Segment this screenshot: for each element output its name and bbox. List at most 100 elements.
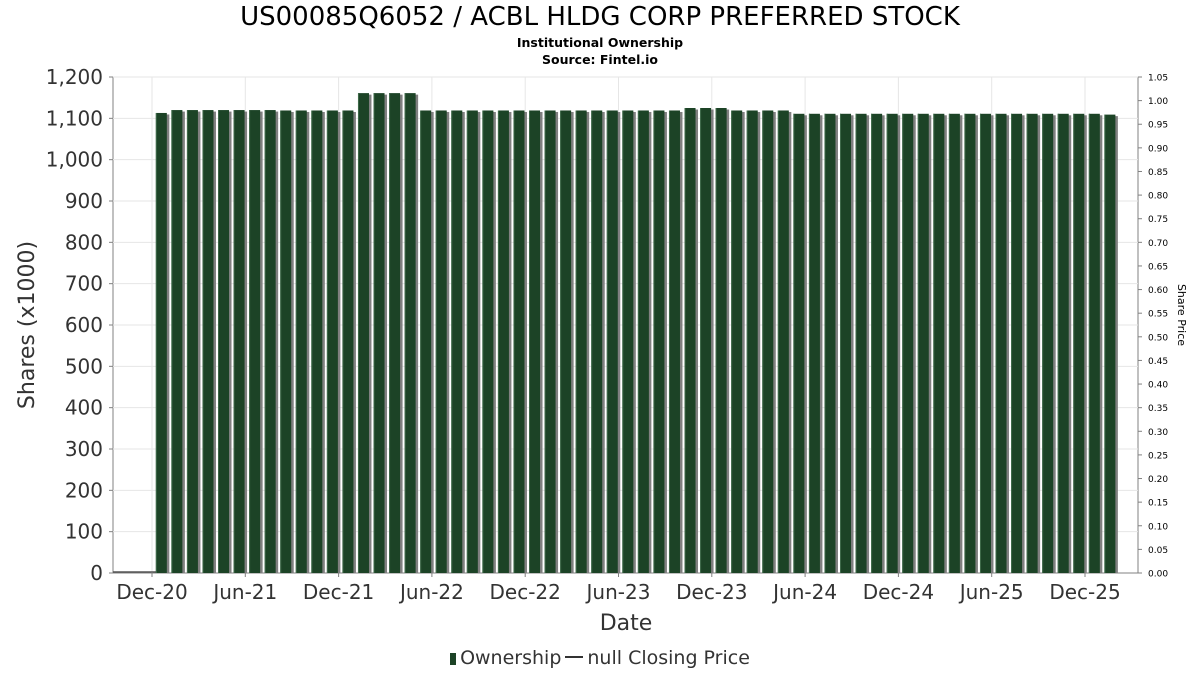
y2-tick-label: 0.00 xyxy=(1148,570,1168,580)
y2-tick-label: 0.45 xyxy=(1148,357,1168,367)
y2-tick-label: 0.90 xyxy=(1148,144,1168,154)
ownership-bar xyxy=(995,113,1007,573)
ownership-bar xyxy=(1042,113,1054,573)
ownership-bar xyxy=(342,110,354,573)
ownership-bar xyxy=(762,110,774,573)
y2-tick-label: 0.40 xyxy=(1148,381,1168,391)
y-tick-label: 900 xyxy=(65,189,103,213)
ownership-bar xyxy=(497,110,509,573)
ownership-bar xyxy=(684,108,696,573)
y-tick-label: 100 xyxy=(65,520,103,544)
y-tick-label: 300 xyxy=(65,437,103,461)
ownership-bar xyxy=(964,113,976,573)
y2-tick-label: 0.35 xyxy=(1148,404,1168,414)
y-tick-label: 400 xyxy=(65,396,103,420)
ownership-bar xyxy=(575,110,587,573)
ownership-bar xyxy=(466,110,478,573)
x-tick-label: Dec-21 xyxy=(303,580,374,604)
chart-title: US00085Q6052 / ACBL HLDG CORP PREFERRED … xyxy=(240,2,960,32)
chart-source: Source: Fintel.io xyxy=(542,52,658,67)
ownership-bar xyxy=(606,110,618,573)
ownership-bar xyxy=(264,110,276,574)
ownership-bar xyxy=(1011,113,1023,573)
ownership-bar xyxy=(186,110,198,574)
ownership-bar xyxy=(420,110,432,573)
ownership-bar xyxy=(295,110,307,573)
ownership-bar xyxy=(404,93,416,574)
price-legend-line xyxy=(565,656,584,658)
ownership-bar xyxy=(1088,113,1100,573)
y2-tick-label: 0.70 xyxy=(1148,239,1168,249)
x-tick-label: Jun-25 xyxy=(958,580,1024,604)
ownership-bar xyxy=(1104,114,1116,573)
ownership-bar xyxy=(840,113,852,573)
y-tick-label: 600 xyxy=(65,313,103,337)
ownership-bar xyxy=(482,110,494,573)
y2-tick-label: 0.10 xyxy=(1148,522,1168,532)
y2-tick-label: 0.95 xyxy=(1148,121,1168,131)
ownership-legend-swatch xyxy=(450,653,457,665)
ownership-bar xyxy=(202,110,214,574)
ownership-bar xyxy=(529,110,541,573)
x-tick-label: Jun-22 xyxy=(398,580,464,604)
x-tick-label: Dec-20 xyxy=(116,580,187,604)
y2-tick-label: 0.65 xyxy=(1148,262,1168,272)
ownership-bar xyxy=(591,110,603,573)
ownership-bar xyxy=(435,110,447,573)
chart-legend: Ownership null Closing Price xyxy=(0,647,1200,669)
ownership-bar xyxy=(979,113,991,573)
ownership-bar xyxy=(917,113,929,573)
ownership-bar xyxy=(731,110,743,573)
ownership-bar xyxy=(1073,113,1085,573)
ownership-bar xyxy=(933,113,945,573)
ownership-bar xyxy=(886,113,898,573)
y-axis-title: Shares (x1000) xyxy=(15,241,40,409)
ownership-bar xyxy=(233,110,245,574)
ownership-legend-label: Ownership xyxy=(460,647,562,669)
ownership-bar xyxy=(948,113,960,573)
y2-tick-label: 0.50 xyxy=(1148,333,1168,343)
ownership-bar xyxy=(1026,113,1038,573)
ownership-bar xyxy=(824,113,836,573)
ownership-bar xyxy=(389,93,401,574)
ownership-bar xyxy=(1057,113,1069,573)
x-tick-label: Dec-23 xyxy=(676,580,747,604)
ownership-bar xyxy=(637,110,649,573)
ownership-bar xyxy=(700,108,712,573)
y2-tick-label: 0.25 xyxy=(1148,451,1168,461)
ownership-bar xyxy=(793,113,805,573)
ownership-bar xyxy=(218,110,230,574)
chart-subtitle: Institutional Ownership xyxy=(516,35,684,50)
ownership-bar xyxy=(544,110,556,573)
y2-tick-label: 0.80 xyxy=(1148,192,1168,202)
x-tick-label: Dec-25 xyxy=(1049,580,1120,604)
ownership-bar xyxy=(668,110,680,573)
ownership-bar xyxy=(746,110,758,573)
ownership-bar xyxy=(311,110,323,573)
x-tick-label: Dec-24 xyxy=(863,580,934,604)
ownership-bar xyxy=(560,110,572,573)
y-tick-label: 500 xyxy=(65,354,103,378)
y2-axis-title: Share Price xyxy=(1175,284,1188,346)
ownership-bar xyxy=(513,110,525,573)
ownership-bar xyxy=(715,108,727,573)
ownership-bar xyxy=(451,110,463,573)
ownership-bar xyxy=(171,110,183,574)
x-axis-title: Date xyxy=(600,611,653,636)
ownership-bar xyxy=(280,110,292,573)
ownership-bar xyxy=(902,113,914,573)
y2-tick-label: 0.15 xyxy=(1148,499,1168,509)
ownership-bar xyxy=(777,110,789,573)
ownership-bar xyxy=(855,113,867,573)
ownership-bar xyxy=(871,113,883,573)
y-tick-label: 200 xyxy=(65,478,103,502)
y-tick-label: 1,000 xyxy=(46,148,103,172)
y2-tick-label: 0.05 xyxy=(1148,546,1168,556)
y-tick-label: 1,200 xyxy=(46,65,103,89)
y2-tick-label: 0.60 xyxy=(1148,286,1168,296)
y2-tick-label: 0.75 xyxy=(1148,215,1168,225)
x-tick-label: Jun-21 xyxy=(211,580,277,604)
x-tick-label: Jun-23 xyxy=(585,580,651,604)
ownership-bar xyxy=(808,113,820,573)
